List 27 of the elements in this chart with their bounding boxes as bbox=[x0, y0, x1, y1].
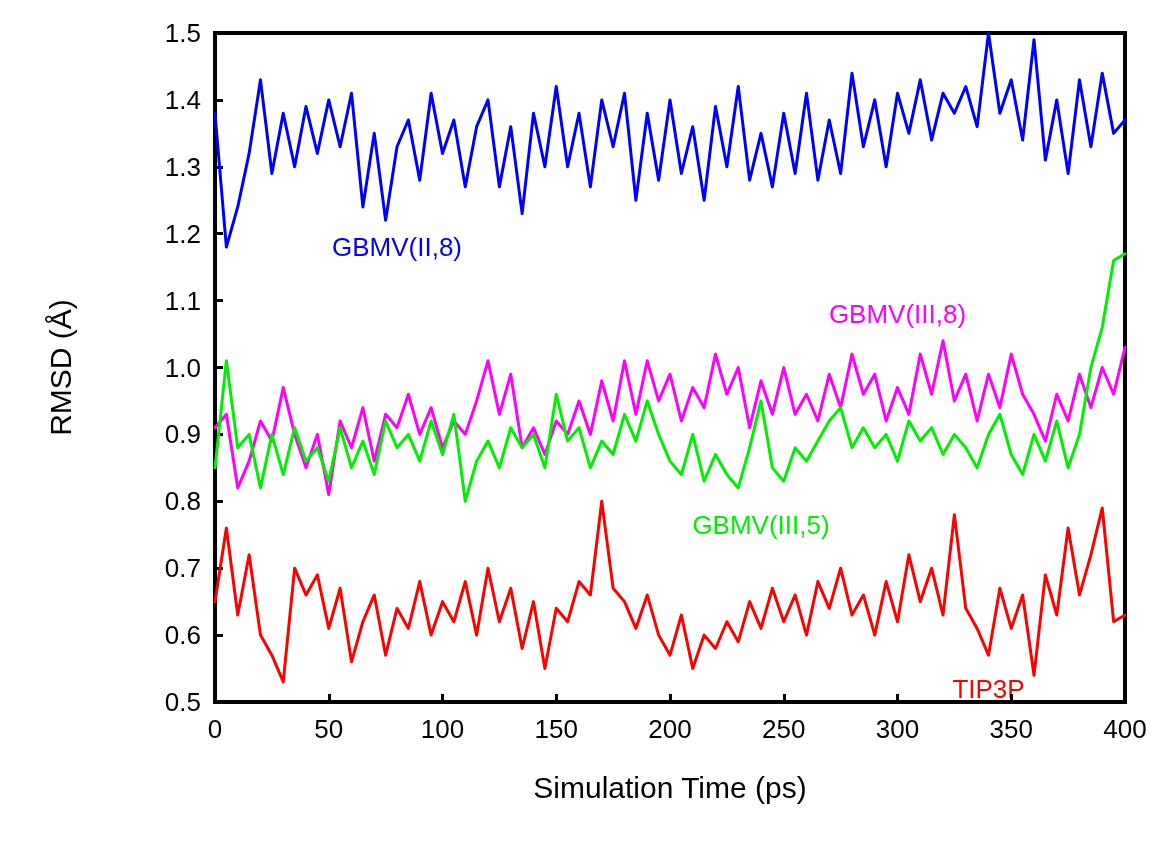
x-tick-label: 0 bbox=[207, 714, 223, 744]
y-tick-label: 1.5 bbox=[164, 18, 201, 48]
x-tick-label: 200 bbox=[648, 714, 692, 744]
x-tick-label: 400 bbox=[1103, 714, 1147, 744]
y-axis-title: RMSD (Å) bbox=[43, 299, 77, 436]
x-tick-label: 150 bbox=[534, 714, 578, 744]
x-tick-label: 250 bbox=[762, 714, 806, 744]
y-tick-label: 1.3 bbox=[164, 151, 201, 182]
series-label: GBMV(III,5) bbox=[692, 509, 830, 540]
series-label: GBMV(III,8) bbox=[828, 298, 967, 329]
series-label: TIP3P bbox=[952, 673, 1025, 704]
y-tick-label: 1.4 bbox=[164, 84, 201, 115]
y-tick-label: 0.6 bbox=[164, 620, 201, 651]
series-label: GBMV(II,8) bbox=[331, 232, 463, 263]
x-tick-label: 100 bbox=[420, 714, 465, 744]
y-tick-label: 1.2 bbox=[164, 218, 201, 249]
y-tick-label: 1.1 bbox=[164, 285, 201, 316]
x-tick-label: 50 bbox=[314, 714, 344, 744]
y-tick-label: 0.8 bbox=[164, 486, 201, 517]
line-series bbox=[213, 339, 1127, 497]
x-axis-title: Simulation Time (ps) bbox=[533, 770, 807, 804]
x-tick-label: 300 bbox=[875, 714, 920, 744]
y-tick-label: 0.7 bbox=[164, 553, 201, 584]
x-tick-label: 350 bbox=[989, 714, 1033, 744]
y-tick-label: 0.9 bbox=[164, 419, 201, 450]
y-tick-label: 1.0 bbox=[164, 352, 201, 383]
y-tick-label: 0.5 bbox=[164, 687, 201, 717]
